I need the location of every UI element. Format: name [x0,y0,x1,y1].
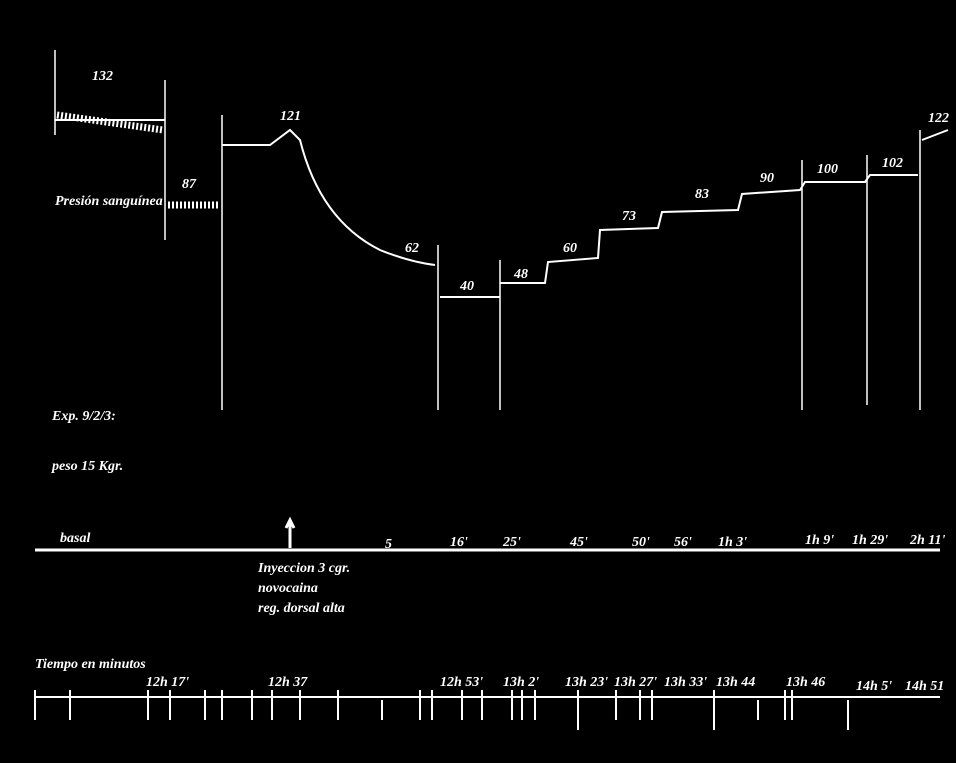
time-label: 14h 5' [856,679,892,694]
event-label: 2h 11' [909,533,946,548]
pressure-label: 60 [563,241,577,256]
pressure-label: 100 [817,162,838,177]
event-label: 45' [569,535,588,550]
event-label: 50' [632,535,650,550]
pressure-label: 62 [405,241,419,256]
injection-note: novocaina [258,581,318,596]
pressure-label: 90 [760,171,774,186]
event-label: 1h 9' [805,533,834,548]
event-label: 25' [502,535,521,550]
pressure-label: 73 [622,209,636,224]
time-label: 13h 46 [786,675,825,690]
event-label: 1h 3' [718,535,747,550]
trace-label: Presión sanguínea [55,194,163,209]
time-label: 13h 23' [565,675,608,690]
experiment-title: Exp. 9/2/3: [51,409,116,424]
pressure-label: 87 [182,177,197,192]
event-label: basal [60,531,90,546]
time-label: 13h 44 [716,675,755,690]
pressure-label: 102 [882,156,903,171]
background [0,0,956,763]
experiment-weight: peso 15 Kgr. [51,459,123,474]
time-label: 12h 53' [440,675,483,690]
time-label: 12h 17' [146,675,189,690]
time-label: 13h 2' [503,675,539,690]
pressure-label: 132 [92,69,113,84]
recording: 132 87 121 62 40 48 60 73 83 90 100 102 … [0,0,956,763]
event-label: 1h 29' [852,533,888,548]
event-label: 16' [450,535,468,550]
pressure-label: 40 [459,279,474,294]
injection-note: Inyeccion 3 cgr. [257,561,350,576]
time-title: Tiempo en minutos [35,657,146,672]
pressure-label: 83 [695,187,709,202]
time-label: 13h 33' [664,675,707,690]
pressure-label: 121 [280,109,301,124]
event-label: 5 [385,537,392,552]
pressure-label: 122 [928,111,949,126]
time-label: 13h 27' [614,675,657,690]
injection-note: reg. dorsal alta [258,601,345,616]
time-label: 12h 37 [268,675,308,690]
pressure-label: 48 [513,267,528,282]
event-label: 56' [674,535,692,550]
time-label: 14h 51 [905,679,944,694]
